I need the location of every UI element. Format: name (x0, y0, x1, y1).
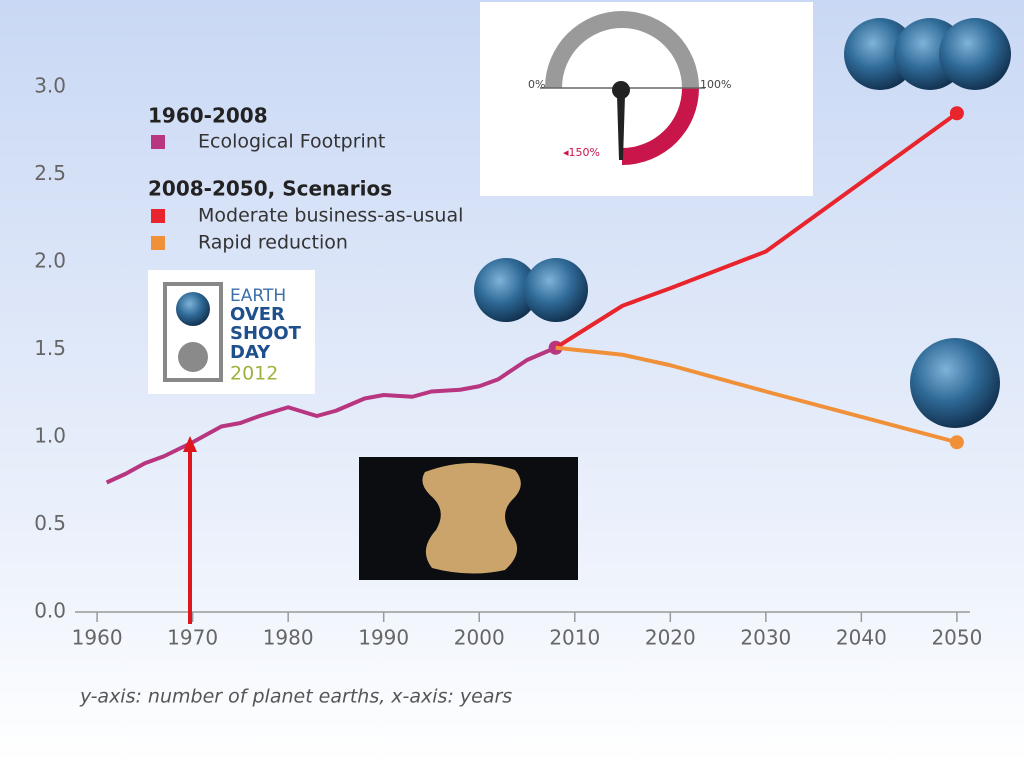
x-tick-label: 1960 (72, 626, 123, 650)
x-tick-label: 2030 (740, 626, 791, 650)
y-tick-label: 1.5 (34, 336, 66, 360)
hourglass (163, 282, 223, 382)
y-tick-label: 3.0 (34, 74, 66, 98)
earth (910, 338, 1000, 428)
legend-swatch (151, 236, 165, 250)
logo-text: EARTH (230, 286, 286, 306)
earth (939, 18, 1011, 90)
x-tick-label: 2000 (454, 626, 505, 650)
x-tick-label: 1990 (358, 626, 409, 650)
legend: 1960-2008 2008-2050, Scenarios Ecological … (148, 104, 463, 254)
earth (474, 258, 538, 322)
gauge-label: 0% (528, 78, 545, 91)
gauge-label: 100% (700, 78, 731, 91)
logo-inset: EARTH OVER SHOOT DAY 2012 (148, 270, 315, 394)
logo-text: OVER (230, 304, 285, 325)
hourglass-sand (178, 342, 208, 372)
logo-text: SHOOT (230, 323, 302, 344)
inset-frame (480, 2, 813, 196)
caption: y-axis: number of planet earths, x-axis:… (79, 686, 512, 708)
legend-swatch (151, 209, 165, 223)
y-tick-label: 2.5 (34, 161, 66, 185)
y-tick-label: 2.0 (34, 249, 66, 273)
end-marker (949, 106, 964, 121)
y-tick-label: 1.0 (34, 424, 66, 448)
x-tick-label: 2040 (836, 626, 887, 650)
y-tick-label: 0.0 (34, 599, 66, 623)
legend-label: Rapid reduction (198, 232, 348, 254)
hourglass-earth (176, 292, 210, 326)
legend-heading: 1960-2008 (148, 104, 268, 128)
gauge-needle (617, 95, 625, 160)
arrow-head (183, 436, 197, 452)
gauge-label: ◂150% (563, 146, 600, 159)
legend-label: Moderate business-as-usual (198, 205, 463, 227)
x-tick-label: 2050 (931, 626, 982, 650)
earth-icons (474, 18, 1011, 428)
gauge-over (622, 88, 699, 165)
gauge-hub (612, 81, 630, 99)
x-tick-label: 1970 (167, 626, 218, 650)
legend-label: Ecological Footprint (198, 131, 385, 153)
earth (844, 18, 916, 90)
y-tick-label: 0.5 (34, 511, 66, 535)
apple-earth-image (359, 457, 578, 580)
earth (524, 258, 588, 322)
logo-text: DAY (230, 342, 271, 363)
apple-core (422, 462, 521, 574)
legend-swatch (151, 135, 165, 149)
logo-frame (148, 270, 315, 394)
logo-text: 2012 (230, 363, 278, 385)
plot: 0.0 0.5 1.0 1.5 2.0 2.5 3.0 1960 1970 1980 1990 200… (34, 74, 982, 650)
series-line (555, 345, 958, 445)
gauge-scale (545, 11, 699, 88)
series-line (105, 345, 557, 485)
end-marker (949, 435, 964, 450)
x-tick-label: 2020 (645, 626, 696, 650)
legend-heading: 2008-2050, Scenarios (148, 177, 392, 201)
gauge-inset: 0% 100% ◂150% (480, 2, 813, 196)
series-line (554, 111, 959, 350)
x-tick-label: 1980 (263, 626, 314, 650)
x-tick-label: 2010 (549, 626, 600, 650)
